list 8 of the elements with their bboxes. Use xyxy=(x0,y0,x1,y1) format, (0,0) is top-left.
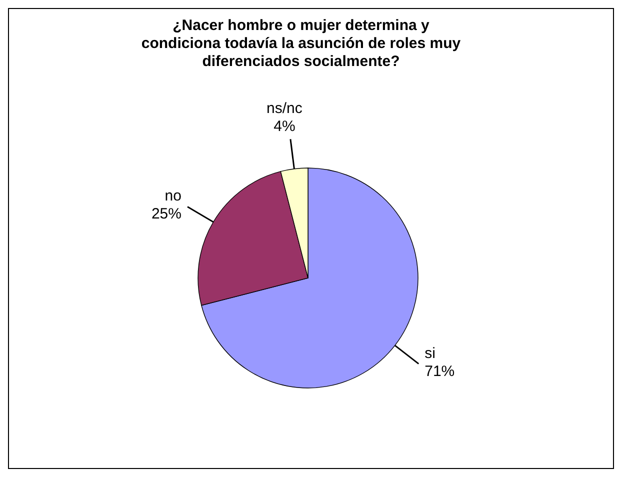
data-label: 4% xyxy=(274,118,296,136)
data-label: 71% xyxy=(424,362,455,380)
slice-label: si xyxy=(424,344,436,362)
chart-title: ¿Nacer hombre o mujer determina y condiciona todavía la asunción de roles muy diferenciados socialmente? xyxy=(141,17,462,70)
pie-slice xyxy=(201,168,418,388)
data-label: 25% xyxy=(151,206,182,223)
slice-label: no xyxy=(164,188,182,205)
slice-label: ns/nc xyxy=(266,100,303,118)
